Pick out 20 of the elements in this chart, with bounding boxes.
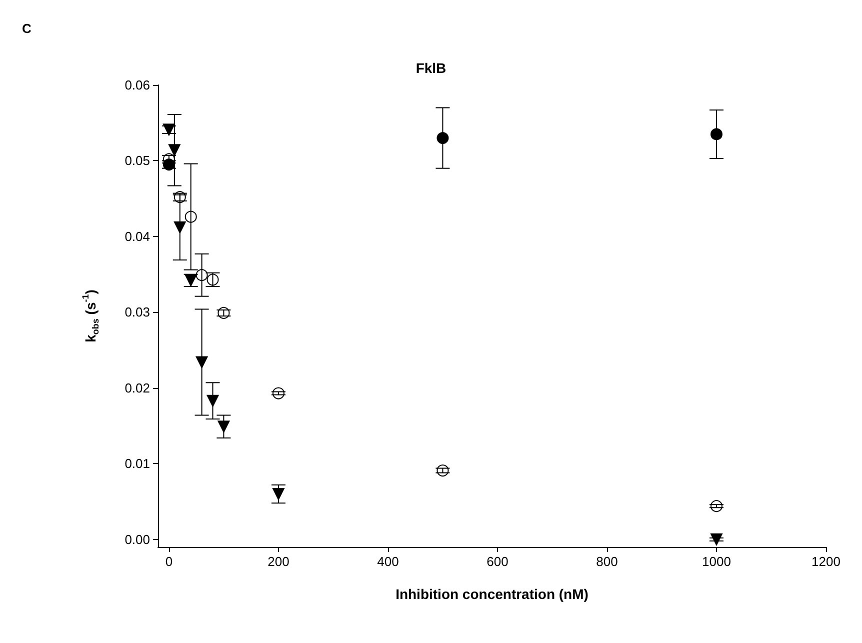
y-tick-label: 0.00 (124, 532, 150, 547)
y-tick-label: 0.04 (124, 228, 150, 244)
chart-title: FklB (416, 60, 446, 76)
y-tick-label: 0.02 (124, 380, 150, 396)
y-tick-label: 0.03 (124, 304, 150, 320)
text: C (22, 21, 32, 36)
x-tick-label: 200 (268, 554, 290, 569)
y-tick-label: 0.01 (124, 456, 150, 472)
x-tick-label: 1000 (702, 554, 731, 569)
x-tick-label: 1200 (812, 554, 840, 569)
y-tick-label: 0.05 (124, 153, 150, 168)
y-axis-title: kobs (s-1) (80, 290, 100, 342)
point (436, 132, 449, 144)
x-tick-label: 800 (596, 554, 618, 569)
point (710, 128, 722, 140)
x-axis-title: Inhibition concentration (nM) (396, 586, 588, 602)
x-tick-label: 400 (377, 554, 399, 569)
x-tick-label: 600 (486, 554, 508, 569)
y-tick-label: 0.06 (124, 78, 150, 92)
x-tick-label: 0 (165, 554, 173, 569)
